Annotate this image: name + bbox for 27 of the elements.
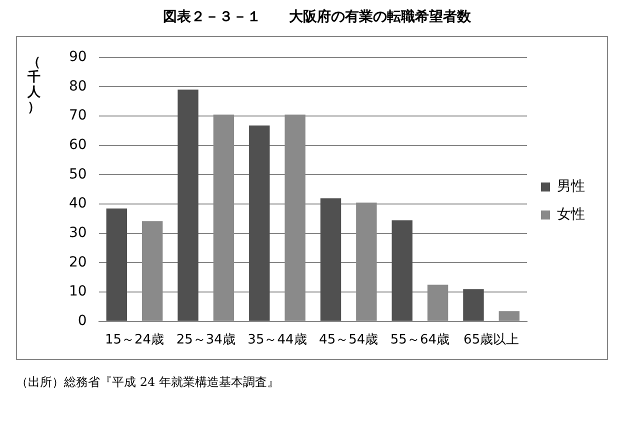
y-tick-label: 70 (68, 108, 87, 124)
y-tick-label: 10 (68, 284, 87, 300)
y-tick-label: 60 (68, 137, 87, 154)
x-tick-label: 55～64歳 (390, 332, 450, 348)
y-tick-label: 80 (68, 78, 87, 94)
x-tick-label: 35～44歳 (248, 332, 307, 348)
bar (392, 220, 412, 321)
bar (463, 289, 484, 321)
legend-label: 男性 (557, 178, 585, 195)
y-tick-label: 20 (68, 254, 87, 270)
y-axis-title: （千人） (26, 55, 42, 115)
y-tick-label: 50 (68, 166, 87, 182)
y-tick-label: 40 (68, 196, 87, 212)
x-tick-label: 15～24歳 (104, 332, 164, 348)
bar (320, 198, 342, 321)
bar (178, 90, 198, 321)
x-tick-label: 45～54歳 (319, 332, 378, 348)
text: （出所）総務省『平成 24 年就業構造基本調査』 (16, 374, 280, 391)
y-tick-label: 90 (68, 49, 87, 66)
bar (249, 125, 270, 321)
y-tick-label: 0 (78, 313, 87, 330)
x-tick-label: 25～34歳 (176, 332, 236, 348)
chart-title: 図表２－３－１ 大阪府の有業の転職希望者数 (162, 8, 472, 26)
y-tick-label: 30 (68, 225, 87, 242)
legend-label: 女性 (557, 206, 585, 223)
bar (106, 208, 128, 321)
x-tick-label: 65歳以上 (464, 332, 520, 348)
